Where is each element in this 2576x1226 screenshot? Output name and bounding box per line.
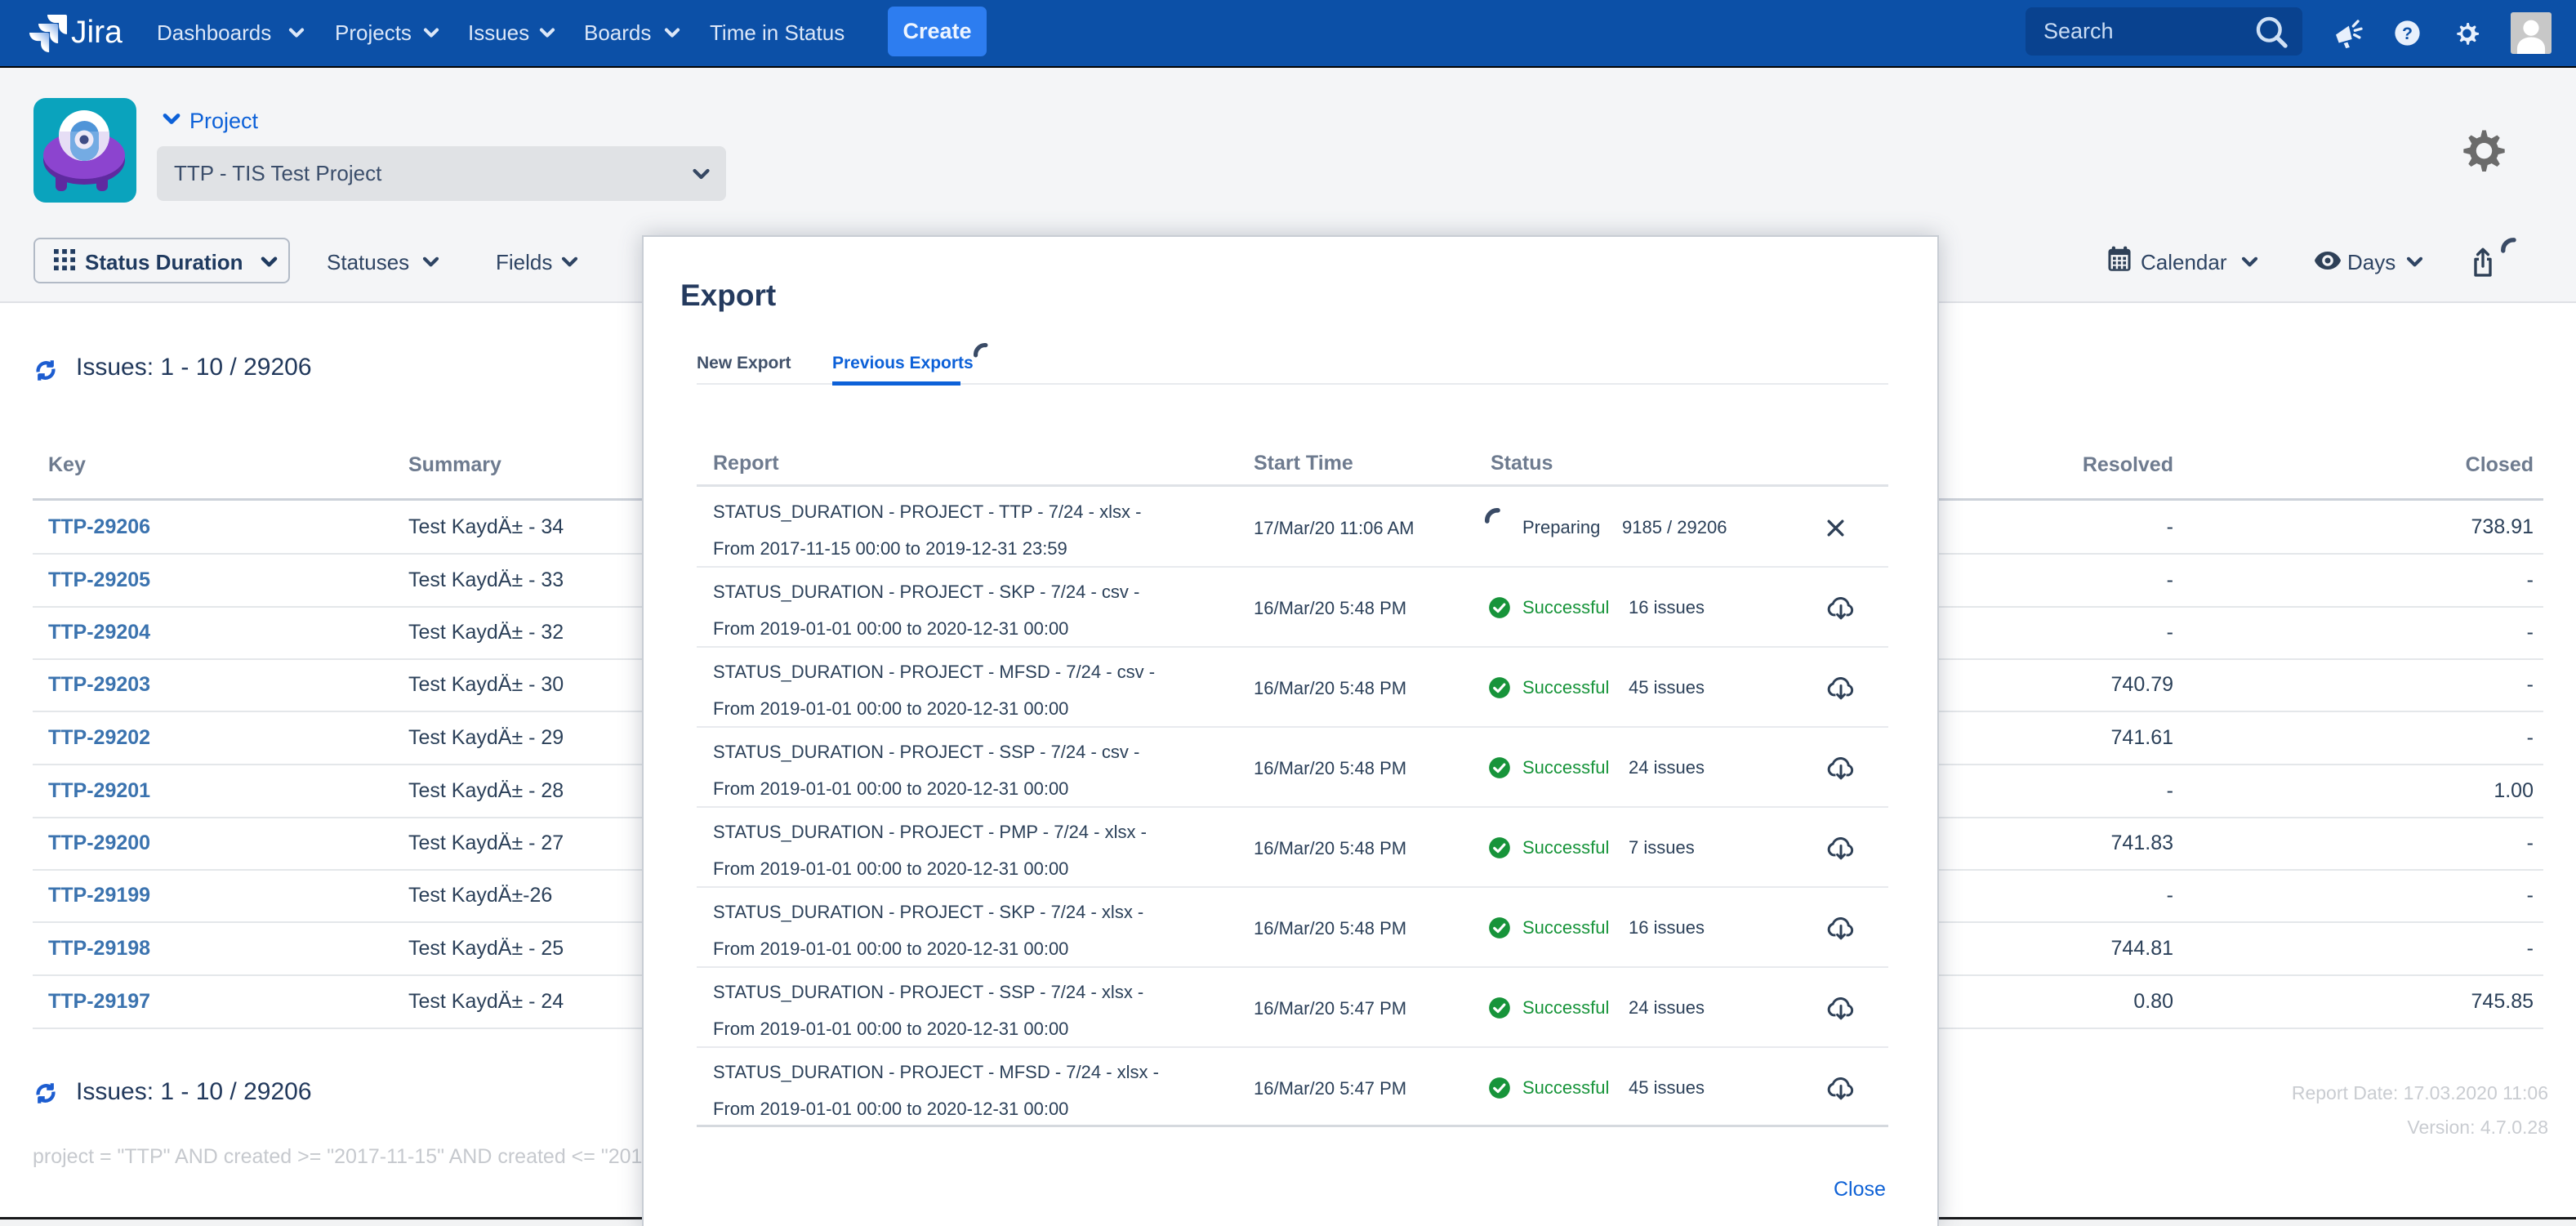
svg-text:?: ?: [2402, 24, 2413, 43]
